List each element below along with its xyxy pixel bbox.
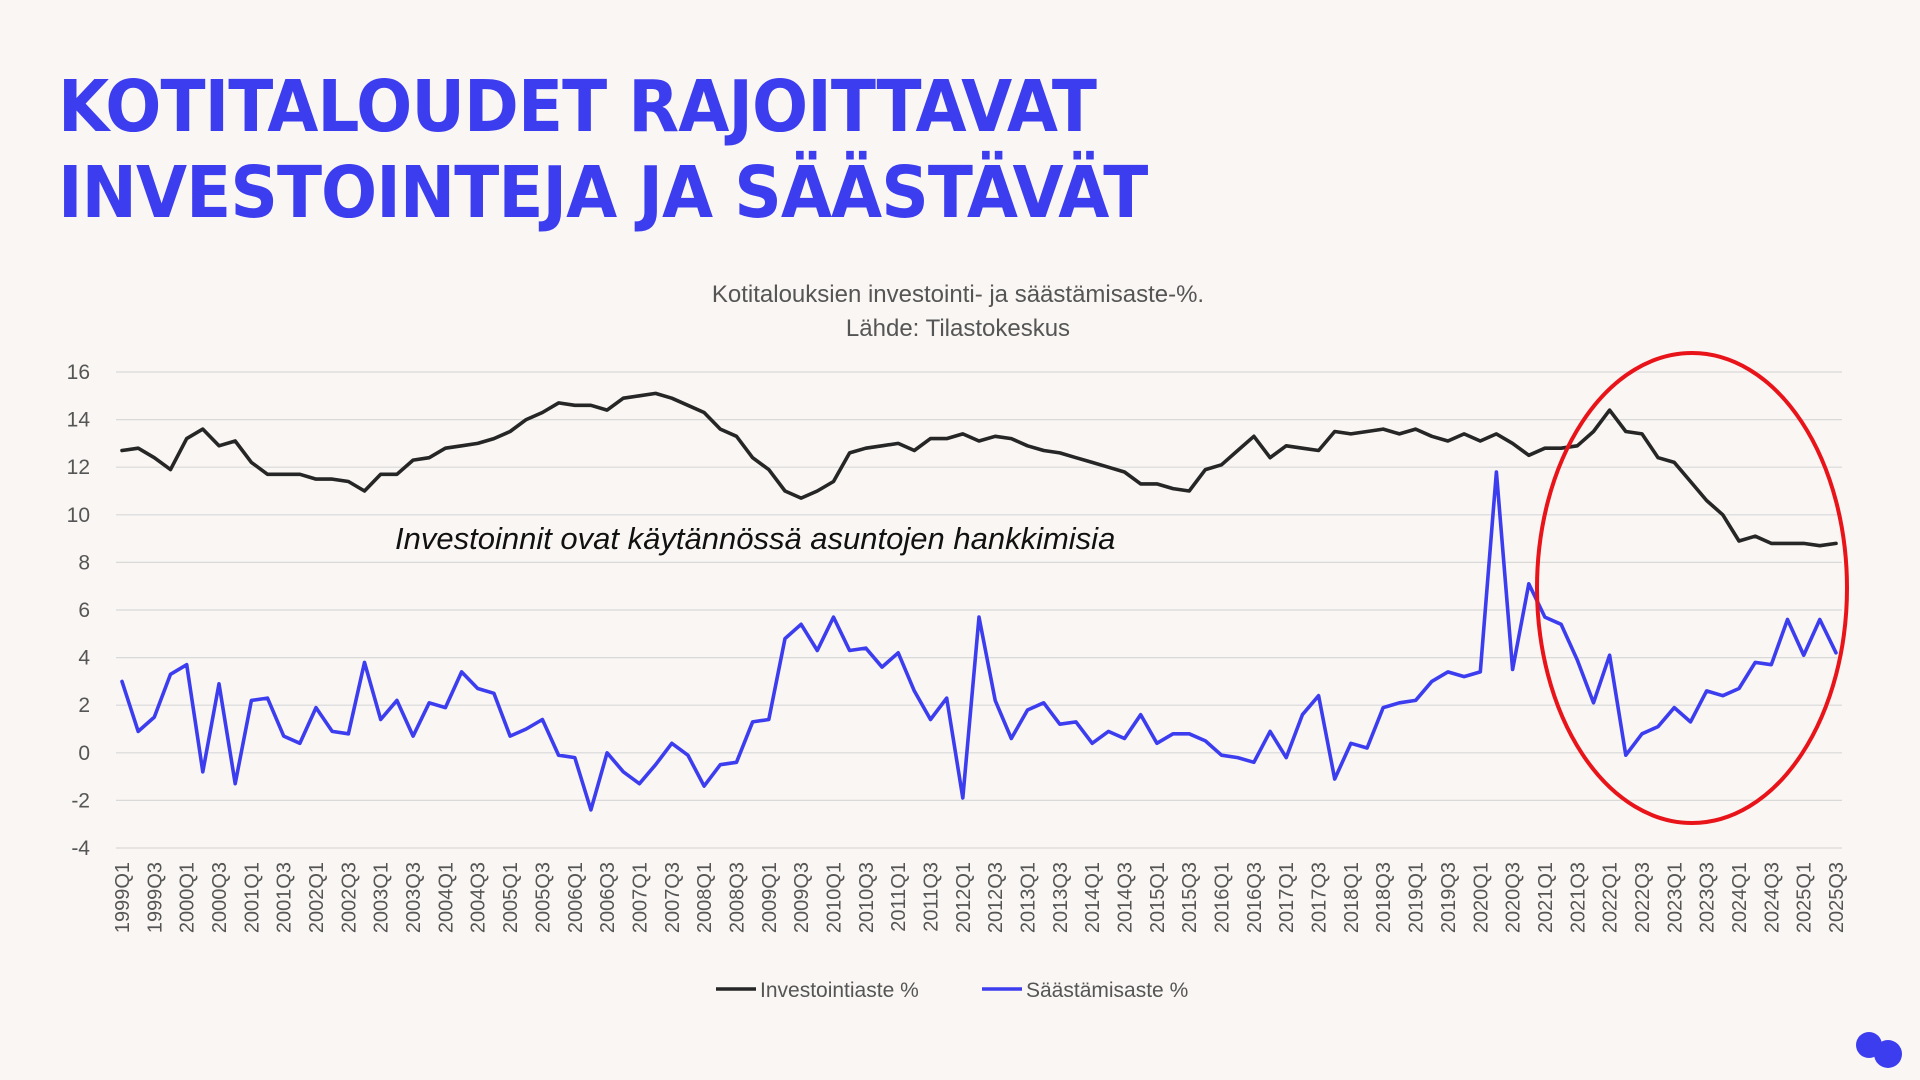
y-tick-label: 16: [67, 361, 90, 384]
x-axis-tick-labels: 1999Q1 1999Q3 2000Q1 2000Q3 2001Q1 2001Q3 2002…: [112, 862, 1848, 933]
x-tick-label: 2024Q3: [1761, 862, 1783, 933]
x-tick-label: 2006Q3: [597, 862, 619, 933]
y-tick-label: 4: [78, 647, 90, 670]
series-lines: [120, 391, 1838, 812]
x-tick-label: 2020Q1: [1470, 862, 1492, 933]
x-tick-label: 2002Q3: [338, 862, 360, 933]
y-tick-label: 8: [78, 551, 90, 574]
y-axis-tick-labels: 16 14 12 10 8 6 4 2 0 -2 -4: [67, 361, 91, 860]
y-tick-label: -4: [71, 837, 90, 860]
x-tick-label: 2010Q3: [856, 862, 878, 933]
y-tick-label: 10: [67, 504, 90, 527]
x-tick-label: 2003Q1: [371, 862, 393, 933]
x-tick-label: 2012Q1: [953, 862, 975, 933]
x-tick-label: 2011Q1: [888, 862, 910, 932]
x-tick-label: 2007Q1: [629, 862, 651, 933]
x-tick-label: 2013Q3: [1050, 862, 1072, 933]
x-tick-label: 2014Q1: [1082, 862, 1104, 933]
legend: Investointiaste % Säästämisaste %: [716, 979, 1188, 1002]
legend-label-0: Investointiaste %: [760, 979, 919, 1002]
chart-title: Kotitalouksien investointi- ja säästämis…: [712, 281, 1204, 308]
y-tick-label: 12: [67, 456, 90, 479]
x-tick-label: 1999Q3: [144, 862, 166, 933]
headline-line-1: KOTITALOUDET RAJOITTAVAT: [58, 65, 1097, 148]
series-line-saastamisaste: [120, 470, 1838, 812]
x-tick-label: 2014Q3: [1115, 862, 1137, 933]
highlight-ellipse: [1535, 351, 1849, 825]
x-tick-label: 2009Q1: [759, 862, 781, 933]
x-tick-label: 2001Q1: [241, 862, 263, 933]
x-tick-label: 2011Q3: [920, 862, 942, 932]
chart-subtitle: Lähde: Tilastokeskus: [846, 315, 1070, 342]
x-tick-label: 2008Q1: [694, 862, 716, 933]
x-tick-label: 2024Q1: [1729, 862, 1751, 933]
y-tick-label: 14: [67, 409, 91, 432]
x-tick-label: 2004Q1: [435, 862, 457, 933]
x-tick-label: 2005Q3: [532, 862, 554, 933]
x-tick-label: 2018Q3: [1373, 862, 1395, 933]
x-tick-label: 2020Q3: [1503, 862, 1525, 933]
x-tick-label: 2022Q1: [1600, 862, 1622, 933]
x-tick-label: 2004Q3: [468, 862, 490, 933]
x-tick-label: 2001Q3: [274, 862, 296, 933]
x-tick-label: 2017Q1: [1276, 862, 1298, 933]
x-tick-label: 2012Q3: [985, 862, 1007, 933]
x-tick-label: 2015Q3: [1179, 862, 1201, 933]
x-tick-label: 2023Q3: [1697, 862, 1719, 933]
x-tick-label: 2002Q1: [306, 862, 328, 933]
gridlines: [116, 371, 1842, 849]
x-tick-label: 2017Q3: [1309, 862, 1331, 933]
brand-logo-icon: [1856, 1032, 1906, 1068]
x-tick-label: 2008Q3: [726, 862, 748, 933]
headline-line-2: INVESTOINTEJA JA SÄÄSTÄVÄT: [58, 151, 1148, 234]
x-tick-label: 2023Q1: [1664, 862, 1686, 933]
series-line-investointiaste: [120, 391, 1838, 548]
x-tick-label: 2005Q1: [500, 862, 522, 933]
x-tick-label: 2006Q1: [565, 862, 587, 933]
x-tick-label: 2016Q1: [1212, 862, 1234, 933]
x-tick-label: 2025Q3: [1826, 862, 1848, 933]
x-tick-label: 2010Q1: [823, 862, 845, 933]
x-tick-label: 2021Q3: [1567, 862, 1589, 933]
x-tick-label: 2016Q3: [1244, 862, 1266, 933]
x-tick-label: 2025Q1: [1794, 862, 1816, 933]
y-tick-label: -2: [71, 789, 90, 812]
y-tick-label: 6: [78, 599, 90, 622]
x-tick-label: 2022Q3: [1632, 862, 1654, 933]
x-tick-label: 2013Q1: [1018, 862, 1040, 933]
y-tick-label: 0: [78, 742, 90, 765]
x-tick-label: 2003Q3: [403, 862, 425, 933]
legend-label-1: Säästämisaste %: [1026, 979, 1188, 1002]
chart-annotation: Investoinnit ovat käytännössä asuntojen …: [395, 521, 1115, 556]
x-tick-label: 2009Q3: [791, 862, 813, 933]
x-tick-label: 2019Q1: [1406, 862, 1428, 933]
x-tick-label: 2015Q1: [1147, 862, 1169, 933]
x-tick-label: 2018Q1: [1341, 862, 1363, 933]
x-tick-label: 2000Q3: [209, 862, 231, 933]
x-tick-label: 2000Q1: [177, 862, 199, 933]
x-tick-label: 2021Q1: [1535, 862, 1557, 933]
x-tick-label: 2007Q3: [662, 862, 684, 933]
x-tick-label: 1999Q1: [112, 862, 134, 933]
y-tick-label: 2: [78, 694, 90, 717]
x-tick-label: 2019Q3: [1438, 862, 1460, 933]
page-headline: KOTITALOUDET RAJOITTAVAT INVESTOINTEJA J…: [58, 64, 1148, 236]
